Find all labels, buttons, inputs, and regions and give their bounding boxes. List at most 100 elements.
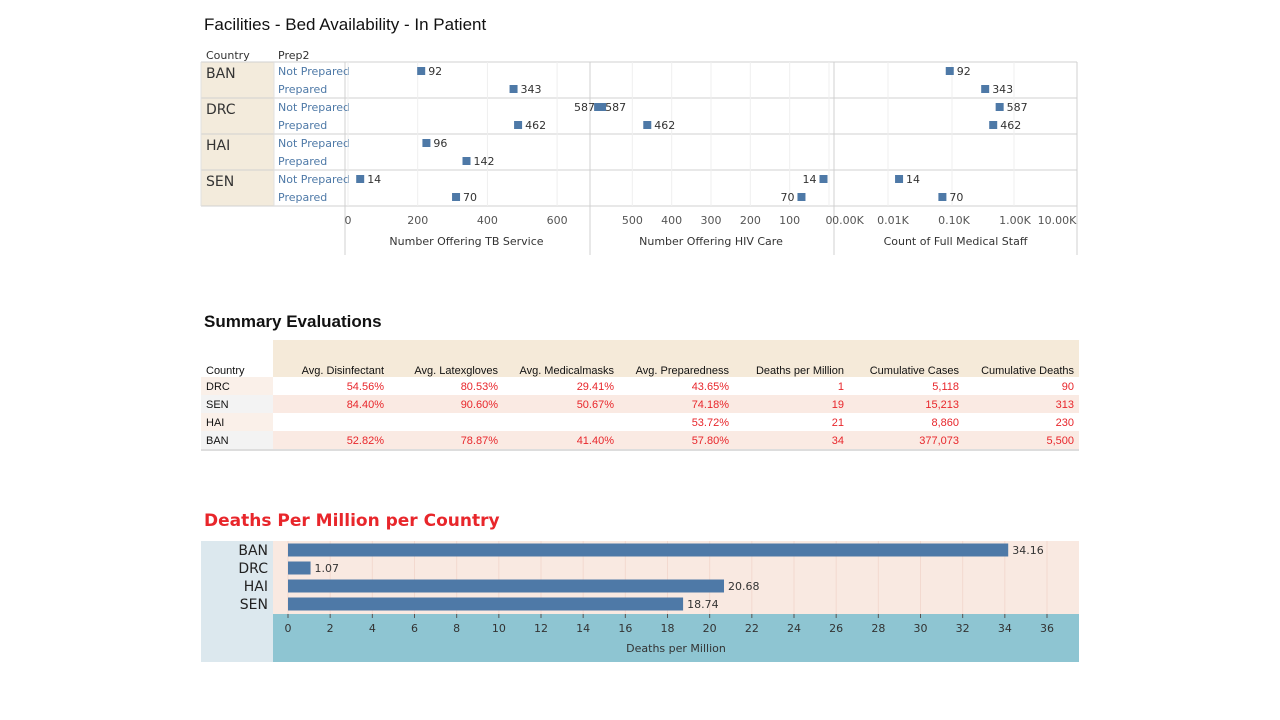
table-cell: 34 bbox=[832, 435, 844, 447]
country-label-drc: DRC bbox=[206, 102, 236, 118]
chart-title-deaths-per-million: Deaths Per Million per Country bbox=[204, 511, 500, 531]
table-cell: SEN bbox=[206, 399, 229, 411]
table-cell: 5,118 bbox=[932, 381, 959, 393]
table-header-bg bbox=[273, 340, 1079, 377]
tb-ban-label: 343 bbox=[521, 83, 542, 96]
tb-drc-label: 462 bbox=[525, 119, 546, 132]
staff-ban-mark bbox=[945, 67, 954, 75]
x-tick-label: 12 bbox=[534, 622, 548, 635]
x-tick-label: 22 bbox=[745, 622, 759, 635]
tb-tick-label: 0 bbox=[345, 214, 352, 227]
prep-label: Not Prepared bbox=[278, 65, 350, 78]
summary-evaluations-table: Country Avg. Disinfectant Avg. Latexgloves… bbox=[201, 340, 1079, 451]
staff-tick-label: 0.00K bbox=[832, 214, 864, 227]
table-row bbox=[273, 431, 1079, 449]
bed-availability-chart: Country Prep2 BAN Not Prepared Prepared DRC No… bbox=[200, 49, 1078, 255]
tb-axis-title: Number Offering TB Service bbox=[389, 235, 543, 248]
staff-drc-mark bbox=[995, 103, 1004, 111]
row-header-country: Country bbox=[206, 49, 250, 62]
hiv-tick-label: 300 bbox=[701, 214, 722, 227]
tb-tick-label: 200 bbox=[407, 214, 428, 227]
staff-ban-mark bbox=[981, 85, 990, 93]
staff-sen-label: 70 bbox=[949, 191, 963, 204]
table-cell: 29.41% bbox=[577, 381, 615, 393]
x-tick-label: 24 bbox=[787, 622, 801, 635]
x-tick-label: 34 bbox=[998, 622, 1012, 635]
bar-sen bbox=[288, 597, 684, 611]
table-cell: 57.80% bbox=[692, 435, 730, 447]
x-tick-label: 4 bbox=[369, 622, 376, 635]
tb-hai-label: 142 bbox=[474, 155, 495, 168]
prep-label: Not Prepared bbox=[278, 173, 350, 186]
table-cell: 78.87% bbox=[461, 435, 499, 447]
x-tick-label: 30 bbox=[914, 622, 928, 635]
column-header: Cumulative Deaths bbox=[981, 365, 1074, 377]
prep-label: Prepared bbox=[278, 191, 327, 204]
x-tick-label: 0 bbox=[285, 622, 292, 635]
x-tick-label: 14 bbox=[576, 622, 590, 635]
staff-tick-label: 0.10K bbox=[938, 214, 970, 227]
tb-ban-mark bbox=[417, 67, 426, 75]
tb-sen-mark bbox=[452, 193, 461, 201]
bar-hai bbox=[288, 579, 725, 593]
bar-value-label: 1.07 bbox=[315, 562, 340, 575]
table-cell: 1 bbox=[838, 381, 844, 393]
table-cell: 53.72% bbox=[692, 417, 730, 429]
chart-title-summary: Summary Evaluations bbox=[204, 312, 382, 331]
column-header: Avg. Medicalmasks bbox=[519, 365, 614, 377]
column-header: Cumulative Cases bbox=[870, 365, 960, 377]
x-tick-label: 8 bbox=[453, 622, 460, 635]
prep-label: Prepared bbox=[278, 155, 327, 168]
category-label-hai: HAI bbox=[244, 579, 268, 595]
table-cell: BAN bbox=[206, 435, 229, 447]
table-row bbox=[273, 377, 1079, 395]
table-cell: 19 bbox=[832, 399, 844, 411]
bar-value-label: 20.68 bbox=[728, 580, 760, 593]
prep-label: Prepared bbox=[278, 119, 327, 132]
table-country-cell-bg bbox=[201, 431, 273, 449]
table-cell: 15,213 bbox=[925, 399, 959, 411]
x-tick-label: 28 bbox=[871, 622, 885, 635]
hiv-drc-mark bbox=[643, 121, 652, 129]
table-cell: 84.40% bbox=[347, 399, 385, 411]
staff-sen-label: 14 bbox=[906, 173, 920, 186]
prep-label: Not Prepared bbox=[278, 101, 350, 114]
tb-hai-mark bbox=[422, 139, 431, 147]
x-tick-label: 18 bbox=[661, 622, 675, 635]
x-tick-label: 36 bbox=[1040, 622, 1054, 635]
tb-hai-label: 96 bbox=[433, 137, 447, 150]
hiv-sen-mark bbox=[797, 193, 806, 201]
tb-sen-label: 70 bbox=[463, 191, 477, 204]
hiv-tick-label: 100 bbox=[779, 214, 800, 227]
staff-tick-label: 1.00K bbox=[999, 214, 1031, 227]
staff-sen-mark bbox=[895, 175, 904, 183]
tb-ban-mark bbox=[509, 85, 518, 93]
prep-label: Not Prepared bbox=[278, 137, 350, 150]
x-tick-label: 6 bbox=[411, 622, 418, 635]
x-tick-label: 16 bbox=[618, 622, 632, 635]
x-tick-label: 20 bbox=[703, 622, 717, 635]
country-label-sen: SEN bbox=[206, 174, 234, 190]
bar-label-bg bbox=[201, 541, 273, 662]
staff-tick-label: 10.00K bbox=[1038, 214, 1077, 227]
country-label-ban: BAN bbox=[206, 66, 236, 82]
column-header: Country bbox=[206, 365, 245, 377]
hiv-sen-label: 70 bbox=[780, 191, 794, 204]
bar-value-label: 34.16 bbox=[1012, 544, 1044, 557]
chart-title-bed-availability: Facilities - Bed Availability - In Patie… bbox=[204, 15, 487, 34]
table-country-cell-bg bbox=[201, 395, 273, 413]
hiv-drc-label: 462 bbox=[654, 119, 675, 132]
hiv-drc-label: 587 bbox=[605, 101, 626, 114]
staff-tick-label: 0.01K bbox=[877, 214, 909, 227]
tb-ban-label: 92 bbox=[428, 65, 442, 78]
staff-drc-label: 462 bbox=[1000, 119, 1021, 132]
table-row bbox=[273, 413, 1079, 431]
bar-ban bbox=[288, 543, 1009, 557]
tb-drc-label: 587 bbox=[574, 101, 595, 114]
table-cell: 74.18% bbox=[692, 399, 730, 411]
staff-drc-mark bbox=[989, 121, 998, 129]
category-label-drc: DRC bbox=[238, 561, 268, 577]
hiv-tick-label: 200 bbox=[740, 214, 761, 227]
table-cell: 8,860 bbox=[931, 417, 959, 429]
tb-sen-mark bbox=[356, 175, 365, 183]
